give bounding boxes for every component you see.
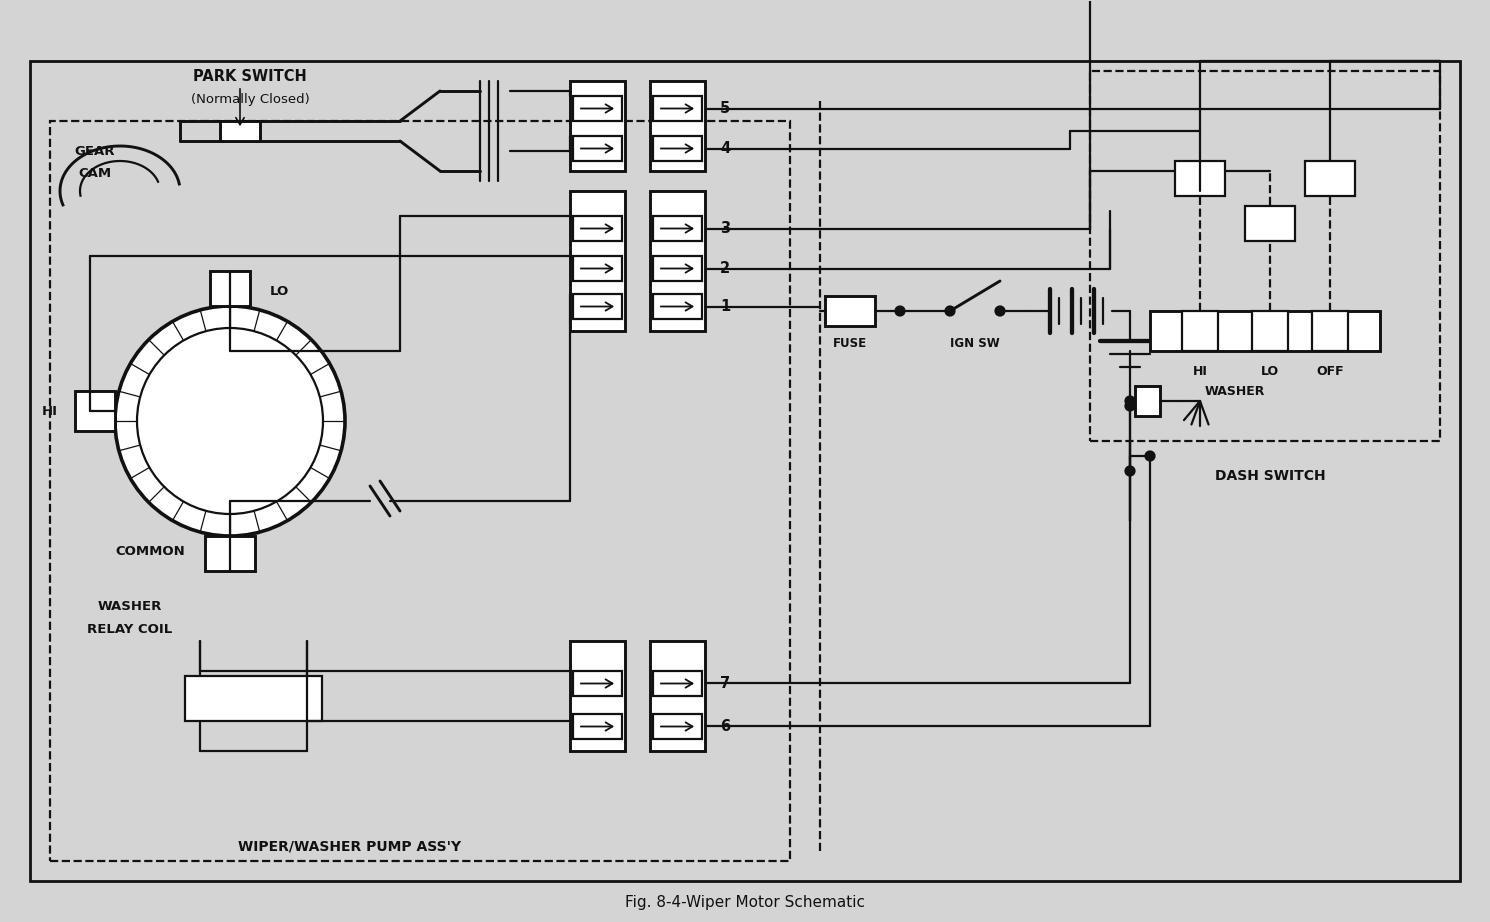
Bar	[574, 294, 621, 319]
Bar	[1246, 206, 1295, 241]
Bar	[1182, 311, 1217, 351]
Bar	[574, 671, 621, 696]
Text: HI: HI	[42, 405, 58, 418]
Text: 3: 3	[720, 221, 730, 236]
Bar	[1313, 311, 1348, 351]
Text: PARK SWITCH: PARK SWITCH	[194, 68, 307, 84]
Bar	[574, 216, 621, 241]
Text: Fig. 8-4-Wiper Motor Schematic: Fig. 8-4-Wiper Motor Schematic	[624, 895, 866, 911]
Bar	[1252, 311, 1287, 351]
Text: DASH SWITCH: DASH SWITCH	[1214, 469, 1325, 483]
Circle shape	[115, 306, 346, 536]
Circle shape	[1125, 401, 1134, 410]
Bar	[1305, 161, 1354, 196]
Bar	[1150, 311, 1380, 351]
Circle shape	[895, 306, 904, 315]
Bar	[574, 96, 621, 121]
Circle shape	[1146, 452, 1155, 460]
Text: WASHER: WASHER	[1205, 384, 1265, 397]
Bar	[653, 96, 702, 121]
Text: 4: 4	[720, 141, 730, 156]
Text: FUSE: FUSE	[833, 337, 867, 349]
Bar	[30, 61, 1460, 881]
Circle shape	[1125, 396, 1134, 406]
Bar	[51, 121, 790, 861]
Text: 7: 7	[720, 676, 730, 691]
Text: WASHER: WASHER	[98, 599, 162, 612]
Bar	[210, 271, 250, 306]
Bar	[574, 136, 621, 161]
Bar	[650, 81, 705, 171]
Bar	[1135, 386, 1161, 416]
Bar	[221, 121, 259, 141]
Text: IGN SW: IGN SW	[951, 337, 1000, 349]
Text: 5: 5	[720, 101, 730, 116]
Bar	[1091, 71, 1439, 441]
Circle shape	[995, 306, 1004, 315]
Text: RELAY COIL: RELAY COIL	[88, 622, 173, 635]
Bar	[206, 536, 255, 571]
Text: LO: LO	[1261, 364, 1278, 377]
Circle shape	[946, 306, 955, 315]
Text: LO: LO	[270, 285, 289, 298]
Bar	[653, 294, 702, 319]
Bar	[650, 641, 705, 751]
Text: (Normally Closed): (Normally Closed)	[191, 92, 310, 105]
Bar	[653, 136, 702, 161]
Bar	[1176, 161, 1225, 196]
Text: CAM: CAM	[79, 167, 112, 180]
Text: 6: 6	[720, 719, 730, 734]
Bar	[653, 671, 702, 696]
Text: 1: 1	[720, 299, 730, 314]
Bar	[825, 296, 875, 326]
Text: OFF: OFF	[1316, 364, 1344, 377]
Bar	[571, 191, 624, 331]
Text: 2: 2	[720, 261, 730, 276]
Bar	[653, 216, 702, 241]
Text: COMMON: COMMON	[115, 545, 185, 558]
Bar	[74, 391, 115, 431]
Text: HI: HI	[1192, 364, 1207, 377]
Bar	[650, 191, 705, 331]
Circle shape	[137, 328, 323, 514]
Bar	[574, 256, 621, 281]
Bar	[653, 714, 702, 739]
Circle shape	[1125, 467, 1134, 476]
Bar	[574, 714, 621, 739]
Text: GEAR: GEAR	[74, 145, 115, 158]
Bar	[571, 81, 624, 171]
Bar	[185, 676, 322, 721]
Text: WIPER/WASHER PUMP ASS'Y: WIPER/WASHER PUMP ASS'Y	[238, 839, 462, 853]
Bar	[653, 256, 702, 281]
Bar	[571, 641, 624, 751]
